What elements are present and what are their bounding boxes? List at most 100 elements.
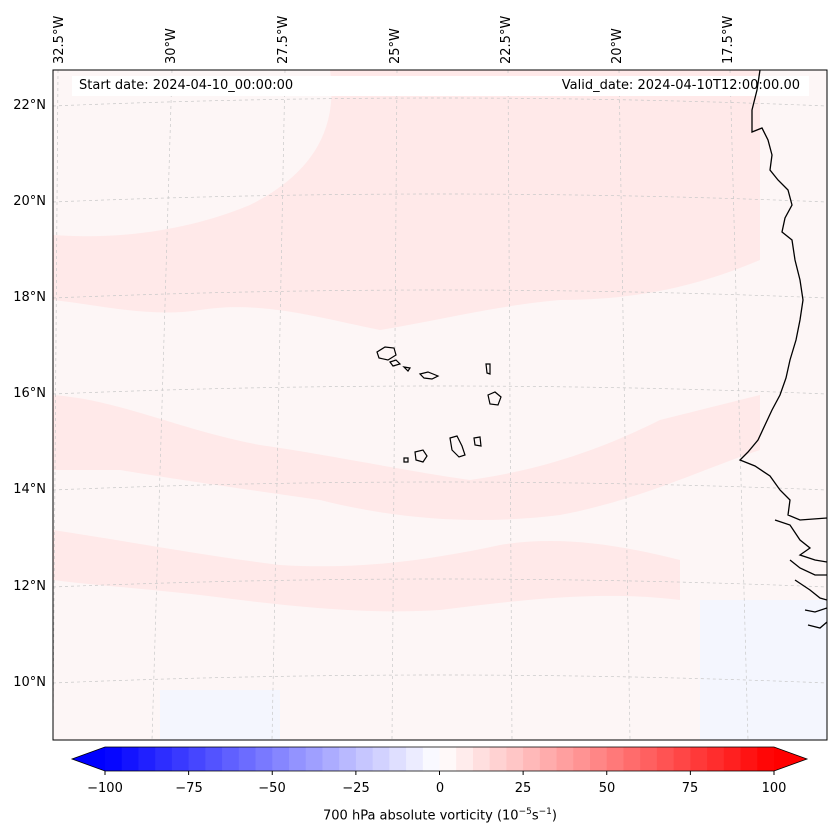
colorbar: [70, 746, 809, 775]
colorbar-bin: [255, 747, 273, 771]
island-santiago: [449, 435, 466, 458]
colorbar-bin: [222, 747, 240, 771]
vorticity-negative-patches: [160, 600, 827, 740]
lat-label-20n: 20°N: [13, 194, 46, 209]
colorbar-bin: [138, 747, 156, 771]
vorticity-band-middle: [53, 395, 760, 520]
colorbar-label: 700 hPa absolute vorticity (10−5s−1): [323, 807, 557, 823]
coastlines: [738, 70, 827, 629]
colorbar-tick-neg25: −25: [342, 781, 370, 796]
vorticity-band-lower: [53, 530, 680, 612]
island-sao-vicente: [389, 359, 402, 367]
gambia-coastline: [774, 519, 827, 563]
colorbar-extend-max: [774, 747, 807, 771]
meridian-27-5w: [271, 70, 286, 740]
colorbar-bin: [606, 747, 625, 771]
colorbar-bin: [389, 747, 407, 771]
cape-verde-islands: [376, 346, 502, 463]
colorbar-bin: [740, 747, 758, 771]
colorbar-bin: [171, 747, 190, 771]
island-brava: [403, 457, 409, 463]
colorbar-tick-neg50: −50: [258, 781, 286, 796]
colorbar-bin: [523, 747, 541, 771]
colorbar-bin: [656, 747, 675, 771]
colorbar-tick-neg100: −100: [87, 781, 123, 796]
colorbar-bin: [188, 747, 206, 771]
colorbar-label-main: 700 hPa absolute vorticity (10: [323, 808, 519, 824]
meridian-30w: [151, 70, 173, 740]
colorbar-bin: [556, 747, 574, 771]
lat-label-18n: 18°N: [13, 290, 46, 305]
colorbar-tick-0: 0: [435, 781, 445, 796]
lon-label-32-5w: 32.5°W: [52, 15, 67, 64]
colorbar-bin: [690, 747, 708, 771]
parallel-12n: [53, 578, 827, 588]
colorbar-bin: [673, 747, 691, 771]
colorbar-bin: [406, 747, 424, 771]
colorbar-bin: [322, 747, 340, 771]
lon-label-30w: 30°W: [164, 28, 179, 64]
island-santo-antao: [376, 346, 397, 361]
colorbar-bin: [205, 747, 223, 771]
island-maio: [473, 436, 482, 447]
lon-label-20w: 20°W: [610, 28, 625, 64]
negative-patch-southeast: [700, 600, 827, 740]
island-boa-vista: [487, 391, 502, 406]
colorbar-bin: [640, 747, 658, 771]
parallel-20n: [53, 193, 827, 203]
colorbar-bin: [355, 747, 374, 771]
colorbar-tick-neg75: −75: [175, 781, 203, 796]
colorbar-bin: [590, 747, 608, 771]
colorbar-bin: [489, 747, 507, 771]
colorbar-label-exp2: −1: [538, 807, 552, 817]
parallel-16n: [53, 385, 827, 395]
colorbar-bin: [439, 747, 457, 771]
vorticity-field: [53, 70, 760, 612]
colorbar-bin: [422, 747, 441, 771]
negative-patch-south: [160, 690, 280, 740]
vorticity-band-upper: [53, 70, 760, 330]
start-date-text: Start date: 2024-04-10_00:00:00: [79, 78, 294, 93]
map-panel: [53, 70, 827, 740]
colorbar-bin: [573, 747, 591, 771]
valid-date-text: Valid_date: 2024-04-10T12:00:00.00: [561, 78, 800, 93]
lon-label-22-5w: 22.5°W: [499, 15, 514, 64]
lon-label-27-5w: 27.5°W: [276, 15, 291, 64]
colorbar-bin: [288, 747, 307, 771]
west-africa-coastline: [738, 70, 827, 521]
colorbar-bin: [707, 747, 725, 771]
colorbar-bin: [305, 747, 324, 771]
parallel-18n: [53, 289, 827, 299]
meridian-25w: [391, 70, 398, 740]
meridian-22-5w: [507, 70, 513, 740]
meridian-32-5w: [53, 70, 59, 740]
lon-label-25w: 25°W: [388, 28, 403, 64]
colorbar-bin: [456, 747, 474, 771]
colorbar-bin: [155, 747, 173, 771]
gridlines: [53, 70, 827, 740]
header-strip: [72, 76, 809, 96]
island-sal: [485, 363, 491, 375]
lat-label-22n: 22°N: [13, 98, 46, 113]
lat-label-12n: 12°N: [13, 579, 46, 594]
guinea-bissau-coastline: [789, 559, 827, 629]
island-fogo: [414, 449, 428, 463]
colorbar-tick-25: 25: [514, 781, 532, 796]
colorbar-bin: [105, 747, 123, 771]
colorbar-label-mid: s: [531, 808, 539, 824]
colorbar-bin: [372, 747, 390, 771]
colorbar-bin: [272, 747, 290, 771]
lat-label-10n: 10°N: [13, 675, 46, 690]
colorbar-bin: [472, 747, 491, 771]
colorbar-tick-75: 75: [681, 781, 699, 796]
parallel-14n: [53, 481, 827, 491]
colorbar-bin: [623, 747, 641, 771]
lat-label-14n: 14°N: [13, 482, 46, 497]
colorbar-tick-50: 50: [598, 781, 616, 796]
colorbar-bin: [539, 747, 558, 771]
parallel-10n: [53, 674, 827, 684]
colorbar-bin: [723, 747, 742, 771]
colorbar-bin: [339, 747, 357, 771]
meridian-20w: [618, 70, 631, 740]
